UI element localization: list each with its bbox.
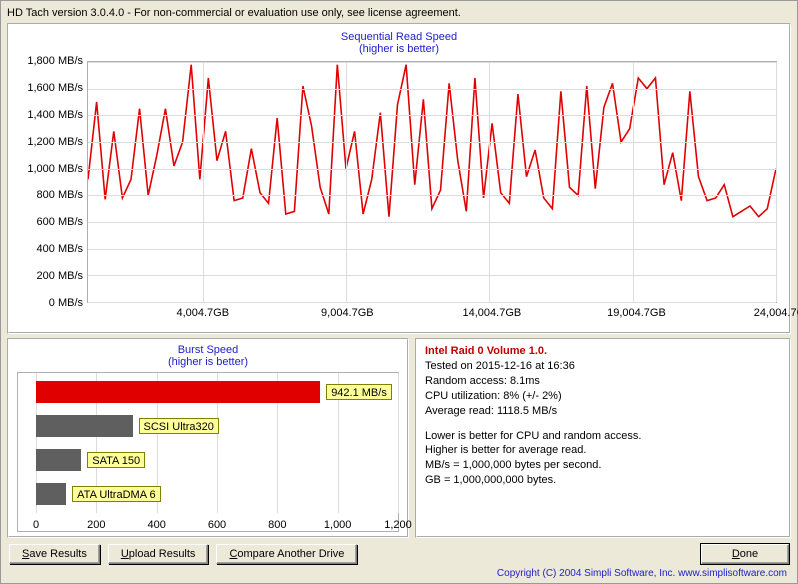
burst-bar	[36, 449, 81, 471]
info-cpu: CPU utilization: 8% (+/- 2%)	[425, 389, 781, 404]
burst-bar-label: ATA UltraDMA 6	[72, 486, 160, 502]
info-note2: Higher is better for average read.	[425, 443, 781, 458]
save-results-button[interactable]: Save Results	[9, 544, 100, 564]
info-random: Random access: 8.1ms	[425, 374, 781, 389]
upload-results-button[interactable]: Upload Results	[108, 544, 209, 564]
seq-ylabel: 1,200 MB/s	[23, 136, 83, 148]
seq-ylabel: 200 MB/s	[23, 270, 83, 282]
info-note1: Lower is better for CPU and random acces…	[425, 429, 781, 444]
seq-ylabel: 0 MB/s	[23, 297, 83, 309]
burst-bar	[36, 483, 66, 505]
burst-chart-title: Burst Speed	[17, 344, 399, 356]
burst-plot: 02004006008001,0001,200942.1 MB/sSCSI Ul…	[17, 372, 399, 532]
burst-bar	[36, 381, 320, 403]
burst-chart-area: 02004006008001,0001,200942.1 MB/sSCSI Ul…	[17, 372, 399, 532]
seq-xlabel: 24,004.7GI	[754, 307, 798, 319]
seq-ylabel: 400 MB/s	[23, 243, 83, 255]
sequential-chart-panel: Sequential Read Speed (higher is better)…	[7, 23, 791, 334]
seq-ylabel: 800 MB/s	[23, 189, 83, 201]
seq-line-svg	[88, 62, 776, 302]
seq-ylabel: 1,800 MB/s	[23, 55, 83, 67]
burst-xlabel: 0	[33, 519, 39, 531]
drive-name: Intel Raid 0 Volume 1.0.	[425, 344, 781, 359]
burst-chart-subtitle: (higher is better)	[17, 356, 399, 368]
info-note3: MB/s = 1,000,000 bytes per second.	[425, 458, 781, 473]
burst-bar	[36, 415, 133, 437]
seq-ylabel: 1,000 MB/s	[23, 163, 83, 175]
seq-xlabel: 19,004.7GB	[607, 307, 666, 319]
seq-xlabel: 14,004.7GB	[463, 307, 522, 319]
info-panel: Intel Raid 0 Volume 1.0. Tested on 2015-…	[415, 338, 791, 538]
burst-bar-label: 942.1 MB/s	[326, 384, 392, 400]
burst-xlabel: 400	[147, 519, 165, 531]
window-title: HD Tach version 3.0.4.0 - For non-commer…	[7, 5, 791, 23]
seq-chart-area: 0 MB/s 200 MB/s 400 MB/s 600 MB/s 800 MB/s 1,…	[17, 57, 781, 325]
seq-chart-title: Sequential Read Speed	[17, 31, 781, 43]
seq-chart-subtitle: (higher is better)	[17, 43, 781, 55]
burst-bar-label: SCSI Ultra320	[139, 418, 219, 434]
seq-ylabel: 1,400 MB/s	[23, 109, 83, 121]
info-tested: Tested on 2015-12-16 at 16:36	[425, 359, 781, 374]
seq-xlabel: 9,004.7GB	[321, 307, 374, 319]
burst-bar-label: SATA 150	[87, 452, 145, 468]
burst-xlabel: 200	[87, 519, 105, 531]
app-window: HD Tach version 3.0.4.0 - For non-commer…	[0, 0, 798, 584]
burst-chart-panel: Burst Speed (higher is better) 0 200 400 60…	[7, 338, 409, 538]
compare-drive-button[interactable]: Compare Another Drive	[216, 544, 357, 564]
seq-xlabel: 4,004.7GB	[176, 307, 229, 319]
burst-xlabel: 600	[208, 519, 226, 531]
info-note4: GB = 1,000,000,000 bytes.	[425, 473, 781, 488]
info-avg: Average read: 1118.5 MB/s	[425, 404, 781, 419]
button-bar: Save Results Upload Results Compare Anot…	[7, 538, 791, 566]
seq-plot	[87, 61, 777, 303]
burst-xlabel: 800	[268, 519, 286, 531]
burst-xlabel: 1,000	[324, 519, 352, 531]
done-button[interactable]: Done	[701, 544, 789, 564]
seq-ylabel: 1,600 MB/s	[23, 82, 83, 94]
burst-xlabel: 1,200	[384, 519, 412, 531]
copyright-text: Copyright (C) 2004 Simpli Software, Inc.…	[7, 566, 791, 579]
seq-ylabel: 600 MB/s	[23, 216, 83, 228]
